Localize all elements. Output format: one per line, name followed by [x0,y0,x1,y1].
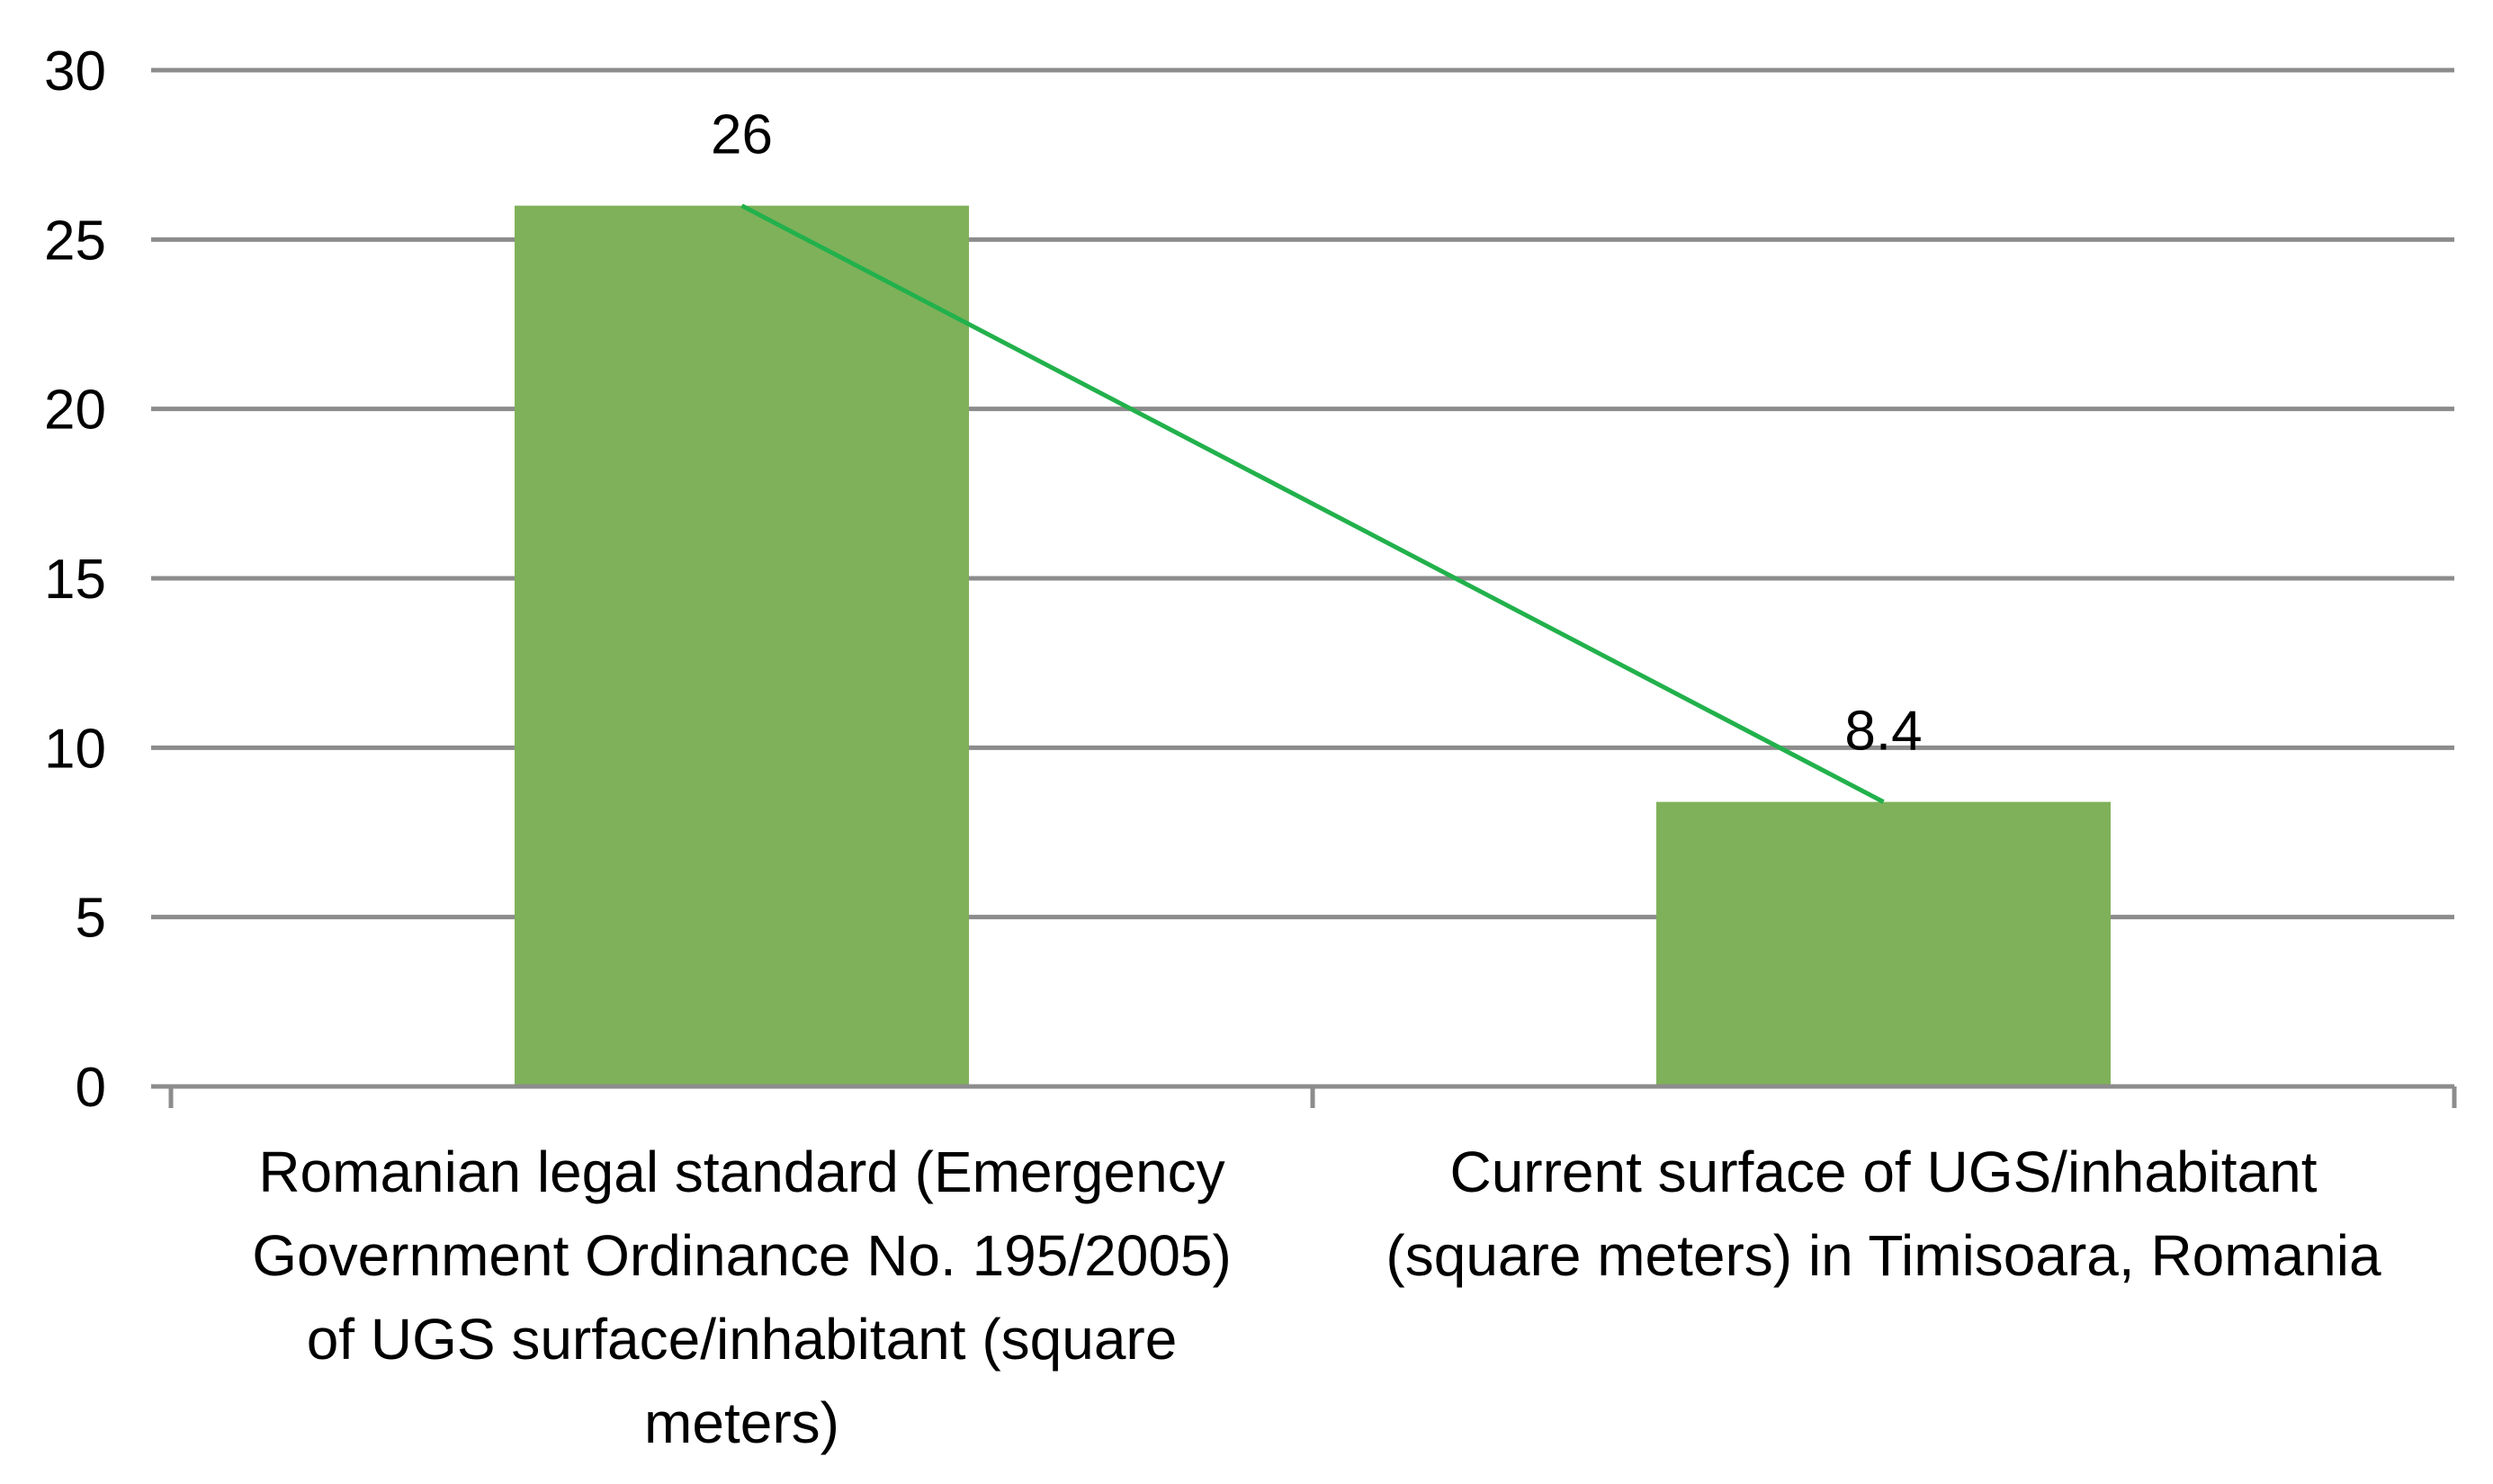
data-label-1: 26 [711,104,773,166]
trendline [740,203,1885,804]
y-tick-label-30: 30 [44,40,106,103]
y-tick-label-0: 0 [76,1057,106,1119]
category-label-1-line-2: Government Ordinance No. 195/2005) [252,1223,1232,1288]
data-label-2: 8.4 [1844,701,1922,763]
bar-2 [1656,801,2111,1086]
category-label-2: Current surface of UGS/inhabitant (square… [1385,1140,2381,1288]
gridlines [171,67,2454,920]
category-label-2-line-2: (square meters) in Timisoara, Romania [1385,1223,2381,1288]
category-label-1-line-3: of UGS surface/inhabitant (square [307,1307,1178,1372]
y-tick-label-25: 25 [44,210,106,272]
labels: 0 5 10 15 20 25 30 26 8.4 Romanian legal standard… [44,40,2381,1455]
y-tick-label-10: 10 [44,718,106,780]
axes [151,67,2457,1108]
trendline-group [740,203,1885,804]
bars [515,205,2111,1086]
category-label-1-line-1: Romanian legal standard (Emergency [258,1140,1224,1204]
y-tick-label-5: 5 [76,888,106,950]
y-tick-label-15: 15 [44,549,106,611]
bar-1 [515,205,969,1086]
category-label-2-line-1: Current surface of UGS/inhabitant [1449,1140,2317,1204]
category-label-1-line-4: meters) [644,1390,839,1455]
y-tick-label-20: 20 [44,380,106,442]
category-label-1: Romanian legal standard (Emergency Govern… [252,1140,1232,1455]
